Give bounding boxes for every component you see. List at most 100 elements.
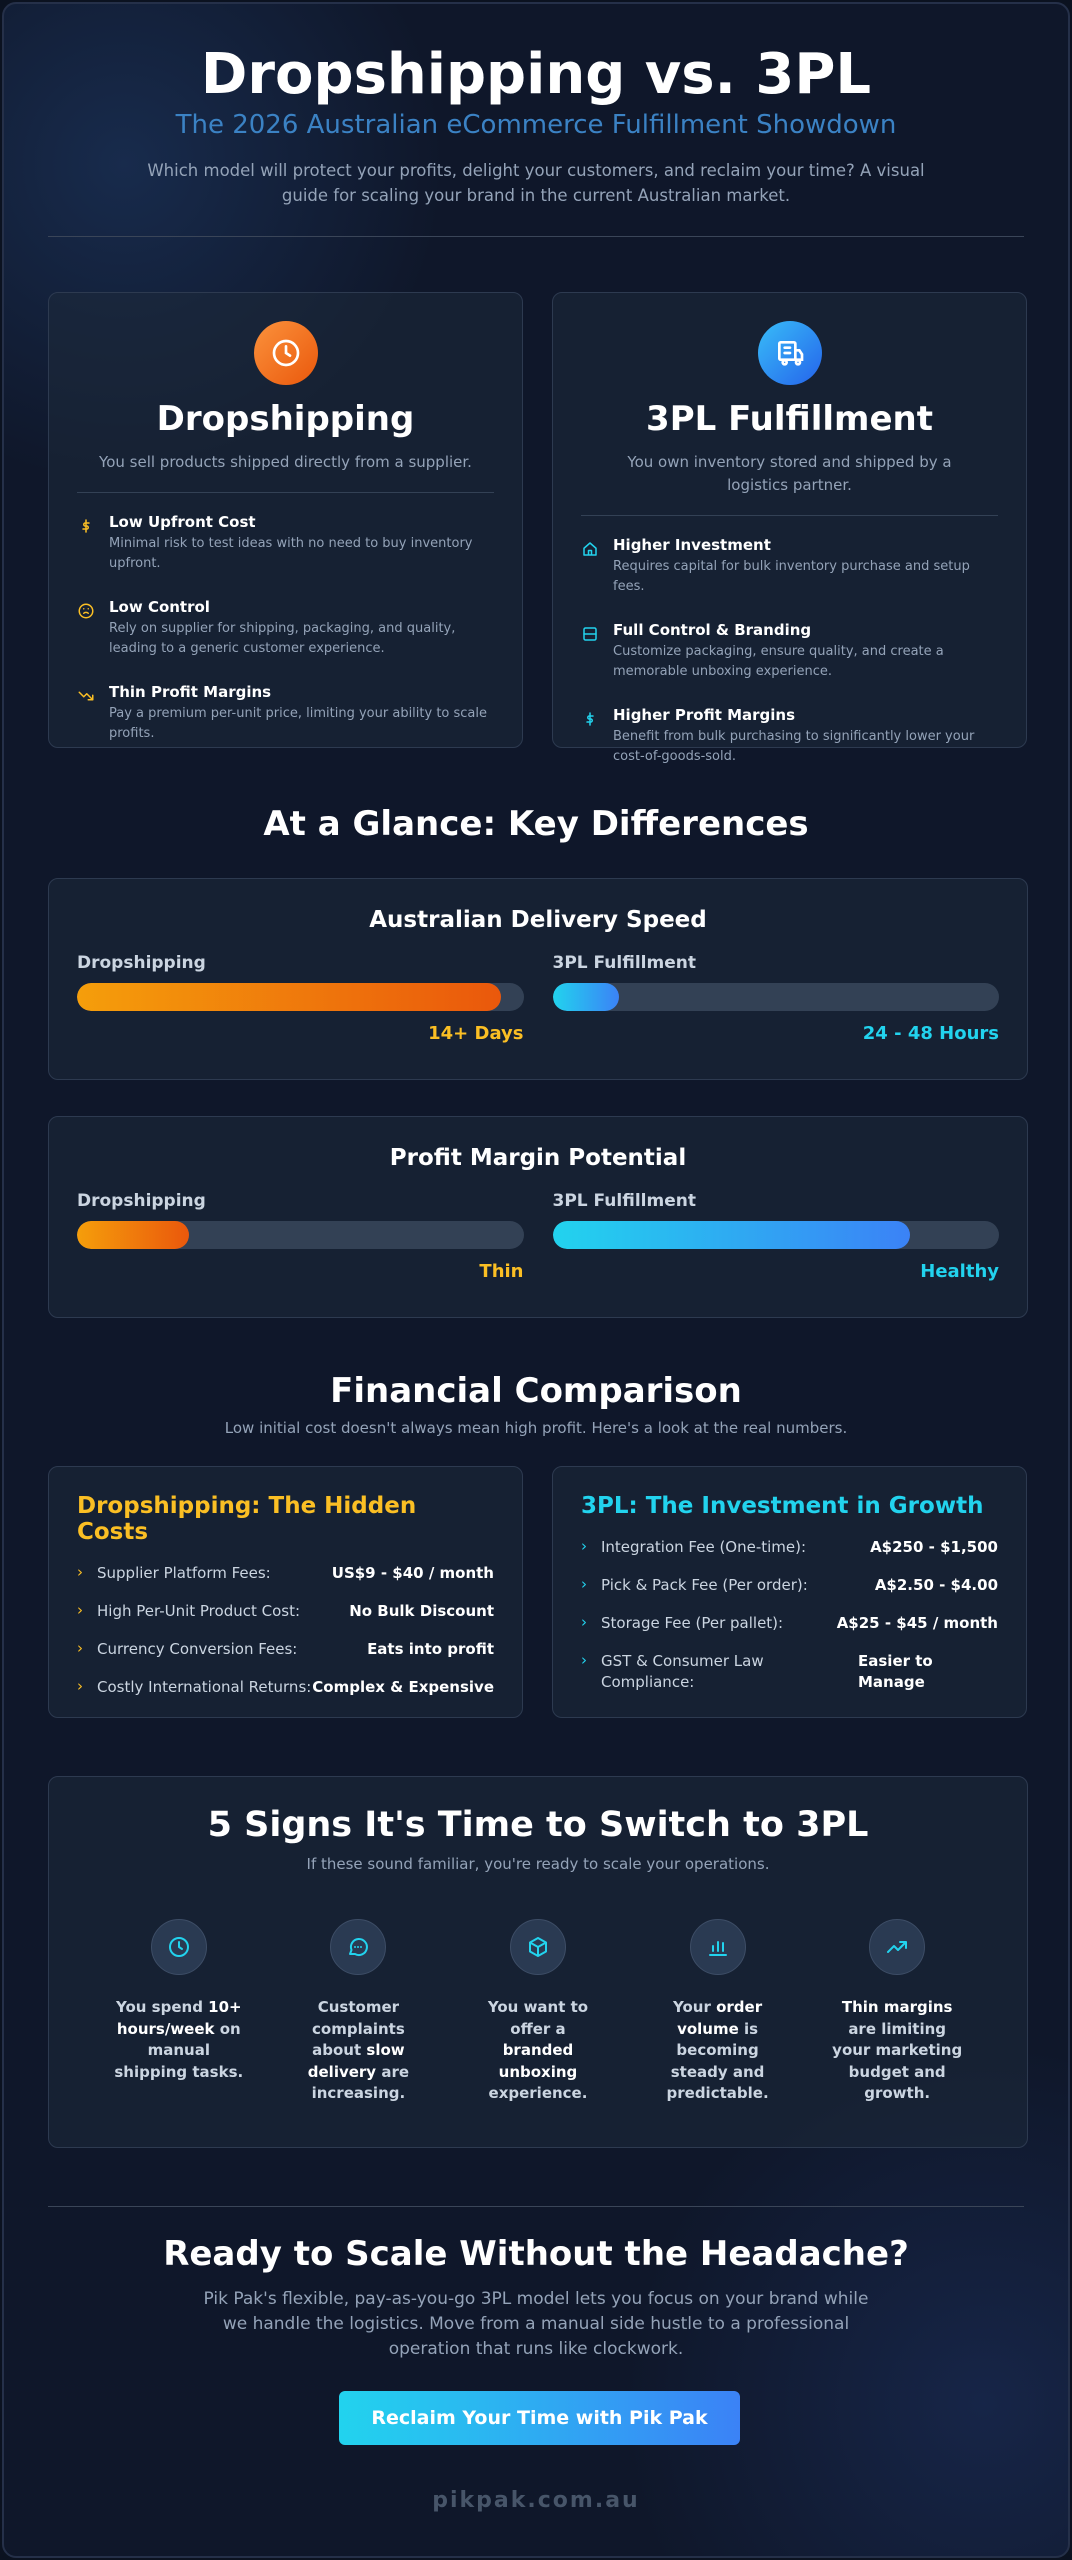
cost-label: Currency Conversion Fees: <box>97 1640 298 1658</box>
cost-card: 3PL: The Investment in Growth › Integratio… <box>552 1466 1027 1718</box>
sign-icon <box>509 1919 566 1975</box>
cost-row: › High Per-Unit Product Cost: No Bulk Disc… <box>77 1601 494 1622</box>
section-subtitle: If these sound familiar, you're ready to… <box>306 1855 770 1873</box>
card-title: 3PL Fulfillment <box>646 399 933 439</box>
intro: Which model will protect your profits, d… <box>147 161 925 205</box>
feature-text: Full Control & Branding Customize packagi… <box>613 621 998 682</box>
sign-text: You want to offer a branded unboxing exp… <box>473 1997 603 2105</box>
sign-text-part: experience. <box>488 2084 588 2102</box>
comparison-panel: Profit Margin Potential Dropshipping Thin 3… <box>48 1116 1028 1318</box>
panel-title: Profit Margin Potential <box>389 1145 687 1171</box>
cost-row: › Supplier Platform Fees: US$9 - $40 / mon… <box>77 1563 494 1584</box>
icon <box>82 519 90 533</box>
cost-value: Eats into profit <box>367 1640 494 1658</box>
cost-row: › Costly International Returns: Complex & … <box>77 1677 494 1698</box>
cost-label: Storage Fee (Per pallet): <box>601 1614 784 1632</box>
panel-column: 3PL Fulfillment Healthy <box>552 1191 999 1282</box>
bar-fill <box>77 1221 189 1249</box>
signs-list: You spend 10+ hours/week on manual shipp… <box>49 1919 1027 2105</box>
feature-title: Low Upfront Cost <box>109 513 256 531</box>
sign-text-part: are increasing. <box>311 2062 410 2103</box>
feature-title: Higher Investment <box>613 536 771 554</box>
bar-value: 14+ Days <box>428 1023 524 1044</box>
feature-title: Thin Profit Margins <box>109 683 272 701</box>
sign-text-part: Thin margins <box>841 1998 953 2016</box>
feature: Higher Investment Requires capital for bu… <box>581 536 998 597</box>
icon <box>78 603 94 619</box>
bullet: › <box>581 1575 587 1593</box>
cost-value: A$2.50 - $4.00 <box>874 1576 998 1594</box>
section-title: Financial Comparison <box>330 1371 742 1411</box>
cost-title: 3PL: The Investment in Growth <box>581 1493 984 1519</box>
feature-description: Minimal risk to test ideas with no need … <box>109 536 473 571</box>
divider <box>581 515 998 516</box>
bullet: › <box>581 1651 587 1669</box>
panel-column: 3PL Fulfillment 24 - 48 Hours <box>552 953 999 1044</box>
cost-row: › Storage Fee (Per pallet): A$25 - $45 / m… <box>581 1613 998 1634</box>
sign-text-part: are limiting your marketing budget and g… <box>832 2019 963 2103</box>
bar-track <box>77 1221 524 1249</box>
bar-value: Thin <box>479 1261 524 1282</box>
icon <box>528 1937 547 1957</box>
bar-fill <box>552 1221 910 1249</box>
sign: You want to offer a branded unboxing exp… <box>473 1919 603 2105</box>
card-title: Dropshipping <box>156 399 415 439</box>
cost-row: › Currency Conversion Fees: Eats into prof… <box>77 1639 494 1660</box>
feature-description: Customize packaging, ensure quality, and… <box>613 644 944 679</box>
icon <box>708 1941 727 1956</box>
footer: pikpak.com.au <box>432 2488 640 2513</box>
sign-icon <box>689 1919 746 1975</box>
cost-label: Costly International Returns: <box>97 1678 312 1696</box>
bar-label: 3PL Fulfillment <box>552 1191 696 1211</box>
sign-icon <box>869 1919 926 1975</box>
sign: Thin margins are limiting your marketing… <box>832 1919 962 2105</box>
cta-button[interactable]: Reclaim Your Time with Pik Pak <box>339 2391 740 2445</box>
cta-text: Pik Pak's flexible, pay-as-you-go 3PL mo… <box>203 2289 869 2359</box>
feature-title: Low Control <box>109 598 210 616</box>
bullet: › <box>77 1639 83 1657</box>
sign-text-part: is becoming steady and predictable. <box>666 2019 769 2103</box>
feature: Low Upfront Cost Minimal risk to test ide… <box>77 513 494 574</box>
sign-text: Customer complaints about slow delivery … <box>293 1997 423 2105</box>
cost-label: GST & Consumer Law Compliance: <box>601 1652 764 1691</box>
icon <box>887 1941 908 1953</box>
panel-columns: Dropshipping 14+ Days 3PL Fulfillment 24 - … <box>77 953 999 1044</box>
sign: You spend 10+ hours/week on manual shipp… <box>114 1919 244 2105</box>
sign: Your order volume is becoming steady and… <box>653 1919 783 2105</box>
cost-row: › GST & Consumer Law Compliance: Easier to… <box>581 1651 998 1693</box>
icon <box>777 341 803 366</box>
feature-description: Rely on supplier for shipping, packaging… <box>109 621 456 656</box>
feature: Higher Profit Margins Benefit from bulk p… <box>581 706 998 767</box>
sign: Customer complaints about slow delivery … <box>293 1919 423 2105</box>
bar-fill <box>77 983 502 1011</box>
bullet: › <box>77 1601 83 1619</box>
bar-track <box>552 1221 999 1249</box>
sign-text: Your order volume is becoming steady and… <box>653 1997 783 2105</box>
comparison-panel: Australian Delivery Speed Dropshipping 14+… <box>48 878 1028 1080</box>
bar-label: Dropshipping <box>77 1191 206 1211</box>
feature-text: Higher Investment Requires capital for bu… <box>613 536 998 597</box>
bar-label: 3PL Fulfillment <box>552 953 696 973</box>
sign-text-part: 10+ hours/week <box>116 1998 242 2038</box>
sign-text-part: on manual shipping tasks. <box>114 2019 244 2081</box>
feature-description: Benefit from bulk purchasing to signific… <box>613 729 975 764</box>
divider <box>48 236 1024 237</box>
subtitle: The 2026 Australian eCommerce Fulfillmen… <box>175 110 897 140</box>
card-icon <box>757 321 822 385</box>
cost-value: Easier to Manage <box>858 1652 933 1691</box>
bar-track <box>552 983 999 1011</box>
sign-text: Thin margins are limiting your marketing… <box>832 1997 962 2105</box>
sign-text-part: order volume <box>677 1998 763 2038</box>
icon <box>78 691 94 701</box>
divider <box>48 2206 1024 2207</box>
bullet: › <box>581 1613 587 1631</box>
cost-value: US$9 - $40 / month <box>331 1564 494 1582</box>
sign-text-part: You spend <box>115 1998 209 2016</box>
bar-value: Healthy <box>920 1261 999 1282</box>
bullet: › <box>77 1563 83 1581</box>
panel-column: Dropshipping Thin <box>77 1191 524 1282</box>
feature-title: Higher Profit Margins <box>613 706 796 724</box>
icon <box>168 1937 189 1957</box>
bar-value: 24 - 48 Hours <box>862 1023 999 1044</box>
